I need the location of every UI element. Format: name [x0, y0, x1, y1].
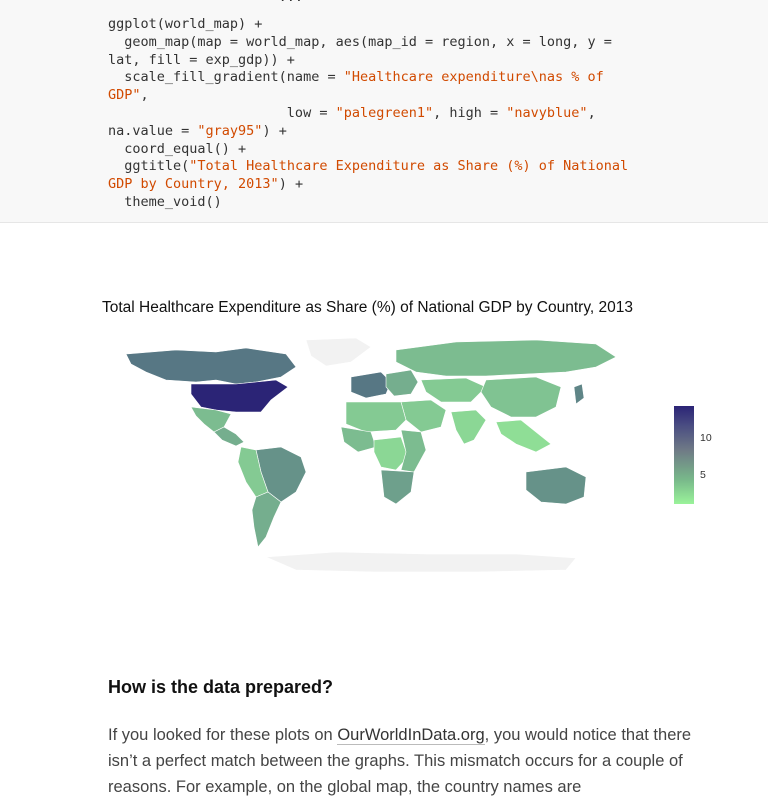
legend-tick-5 [694, 476, 698, 477]
code-token: , [587, 104, 596, 121]
region-southern-africa [380, 469, 415, 505]
code-token: lat, fill = exp_gdp)) + [108, 51, 295, 68]
region-north-america-canada [125, 347, 297, 385]
region-japan [573, 383, 585, 405]
region-antarctica [265, 551, 577, 573]
code-token: , [140, 87, 149, 104]
code-partial-line: ... [108, 0, 303, 5]
code-line: GDP by Country, 2013") + [108, 176, 628, 194]
region-west-africa [340, 426, 377, 453]
region-united-states [190, 379, 289, 413]
code-token: na.value = [108, 122, 198, 139]
code-lines: ggplot(world_map) + geom_map(map = world… [108, 16, 628, 212]
code-string: "gray95" [197, 122, 263, 139]
code-line: ggplot(world_map) + [108, 16, 628, 34]
code-token: geom_map(map = world_map, aes(map_id = r… [108, 33, 612, 50]
region-middle-east [400, 399, 447, 433]
region-argentina-chile [251, 491, 282, 548]
code-token: theme_void() [108, 193, 222, 210]
code-line: theme_void() [108, 194, 628, 212]
code-line: geom_map(map = world_map, aes(map_id = r… [108, 34, 628, 52]
region-russia [395, 339, 617, 377]
code-line: low = "palegreen1", high = "navyblue", [108, 105, 628, 123]
region-central-asia [420, 377, 487, 403]
code-token: , high = [433, 104, 507, 121]
region-india [450, 409, 487, 445]
code-block: ... ggplot(world_map) + geom_map(map = w… [0, 0, 768, 223]
legend-label-5: 5 [700, 469, 706, 481]
code-line: na.value = "gray95") + [108, 123, 628, 141]
region-southeast-asia [495, 419, 552, 453]
code-string: "Total Healthcare Expenditure as Share (… [189, 158, 629, 175]
code-token: low = [108, 104, 336, 121]
code-string: "Healthcare expenditure\nas % of [343, 69, 604, 86]
code-string: GDP by Country, 2013" [108, 176, 279, 193]
world-map [125, 337, 617, 573]
code-line: ggtitle("Total Healthcare Expenditure as… [108, 158, 628, 176]
code-token: ggtitle( [108, 158, 190, 175]
map-title: Total Healthcare Expenditure as Share (%… [102, 299, 634, 316]
code-token: ) + [262, 122, 287, 139]
region-central-africa [373, 436, 409, 471]
code-string: "navyblue" [506, 104, 588, 121]
region-western-europe [350, 371, 392, 399]
code-line: lat, fill = exp_gdp)) + [108, 52, 628, 70]
section-heading: How is the data prepared? [108, 677, 334, 697]
code-line: coord_equal() + [108, 141, 628, 159]
region-china [480, 376, 562, 418]
code-token: coord_equal() + [108, 140, 247, 157]
code-line: scale_fill_gradient(name = "Healthcare e… [108, 69, 628, 87]
map-legend: 10 5 [674, 406, 734, 506]
code-token: scale_fill_gradient(name = [108, 69, 344, 86]
paragraph-text-after: , you would notice that there isn’t a pe… [108, 726, 692, 796]
map-figure: Total Healthcare Expenditure as Share (%… [96, 292, 736, 582]
region-australia [525, 466, 587, 505]
code-token: ggplot(world_map) + [108, 16, 263, 32]
region-central-america [213, 426, 245, 447]
region-eastern-europe [385, 369, 419, 397]
code-line: GDP", [108, 87, 628, 105]
region-greenland [305, 337, 372, 367]
region-north-africa [345, 401, 407, 433]
code-token: ) + [278, 176, 304, 193]
code-string: "palegreen1" [335, 104, 434, 121]
legend-label-10: 10 [700, 432, 712, 444]
code-string: GDP" [108, 87, 141, 104]
legend-tick-10 [694, 439, 698, 440]
article-paragraph: If you looked for these plots on OurWorl… [108, 722, 698, 800]
legend-colorbar [674, 406, 694, 504]
ourworldindata-link[interactable]: OurWorldInData.org [337, 726, 485, 745]
paragraph-text-before: If you looked for these plots on [108, 726, 338, 744]
